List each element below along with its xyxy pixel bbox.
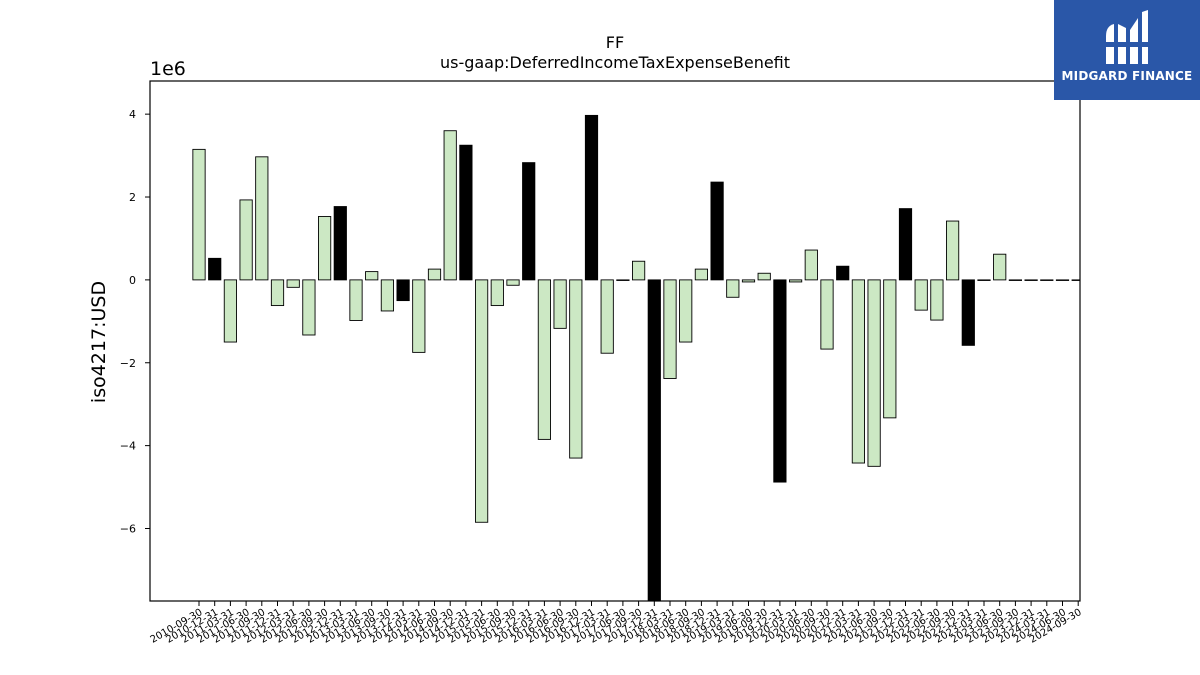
bar-2019-06-30: [741, 279, 756, 283]
bar-2019-12-31: [773, 279, 787, 483]
bar-2022-09-30: [946, 220, 960, 281]
bar-2016-06-30: [553, 279, 567, 329]
bar-2013-03-31: [349, 279, 363, 321]
y-tick-label: −4: [120, 440, 136, 453]
bar-2020-06-30: [804, 249, 818, 281]
bar-2011-12-31: [270, 279, 285, 307]
bar-2020-12-31: [836, 265, 850, 281]
y-tick-label: −2: [120, 357, 136, 370]
bar-2019-03-31: [726, 279, 740, 298]
y-tick-label: 0: [129, 274, 136, 287]
logo-text: MIDGARD FINANCE: [1061, 69, 1193, 83]
bar-2022-03-31: [914, 279, 928, 311]
bar-2015-06-30: [490, 279, 504, 307]
chart-subtitle: us-gaap:DeferredIncomeTaxExpenseBenefit: [440, 53, 790, 72]
bar-2016-12-31: [584, 114, 599, 281]
bar-2014-03-31: [412, 279, 426, 353]
bar-2021-09-30: [883, 279, 897, 419]
bar-2014-09-30: [443, 130, 457, 281]
bar-2012-06-30: [302, 279, 316, 336]
bar-2019-09-30: [757, 272, 771, 281]
bar-2020-03-31: [789, 279, 803, 283]
y-tick-label: 2: [129, 191, 136, 204]
bar-2024-03-31: [1040, 279, 1054, 281]
bar-2018-12-31: [710, 181, 724, 281]
chart-title: FF: [606, 33, 624, 52]
bar-2012-09-30: [318, 216, 332, 281]
y-axis-label: iso4217:USD: [88, 281, 110, 403]
y-tick-label: −6: [120, 522, 136, 535]
bar-2016-09-30: [569, 279, 583, 459]
bars: [192, 114, 1080, 601]
bar-2020-09-30: [820, 279, 834, 350]
bar-2013-09-30: [380, 279, 395, 312]
plot-frame: [149, 80, 1081, 602]
bar-2022-06-30: [930, 279, 944, 321]
bar-2011-03-31: [223, 279, 238, 343]
bar-2023-12-31: [1024, 279, 1038, 281]
x-axis: 2010-09-302010-12-312011-03-312011-06-30…: [149, 601, 1084, 646]
bar-2024-06-30: [1055, 279, 1070, 281]
bar-2023-09-30: [1008, 279, 1023, 281]
bar-2018-06-30: [679, 279, 693, 343]
y-axis-multiplier: 1e6: [150, 58, 186, 80]
y-axis: −6 −4 −2 0 2 4: [120, 108, 150, 535]
bar-2021-06-30: [867, 279, 881, 467]
bar-2013-12-31: [396, 279, 410, 302]
bar-2015-03-31: [475, 279, 489, 523]
bar-2010-12-31: [208, 257, 222, 281]
bar-2017-06-30: [616, 279, 630, 281]
y-tick-label: 4: [129, 108, 136, 121]
bar-2023-06-30: [993, 253, 1007, 281]
midgard-logo: MIDGARD FINANCE: [1054, 0, 1200, 100]
bar-2024-09-30: [1071, 279, 1080, 281]
bar-2012-03-31: [286, 279, 300, 288]
bar-2011-09-30: [255, 156, 269, 281]
bar-2014-12-31: [459, 144, 473, 281]
bar-2015-12-31: [522, 162, 536, 281]
bar-2018-03-31: [663, 279, 677, 379]
bar-2018-09-30: [694, 268, 709, 281]
bar-2017-03-31: [600, 279, 614, 354]
bar-2021-12-31: [898, 208, 913, 281]
bar-2010-09-30: [192, 148, 206, 281]
bar-2014-06-30: [427, 268, 442, 281]
bar-2023-03-31: [977, 279, 991, 281]
bar-2017-09-30: [632, 260, 646, 281]
bar-2012-12-31: [333, 206, 347, 281]
bar-2017-12-31: [647, 279, 661, 601]
midgard-logo-icon: [1106, 10, 1148, 64]
bar-2015-09-30: [506, 279, 520, 286]
bar-2013-06-30: [365, 271, 379, 281]
bar-2011-06-30: [239, 199, 253, 281]
bar-2022-12-31: [961, 279, 975, 346]
bar-2021-03-31: [851, 279, 866, 464]
bar-2016-03-31: [537, 279, 552, 440]
